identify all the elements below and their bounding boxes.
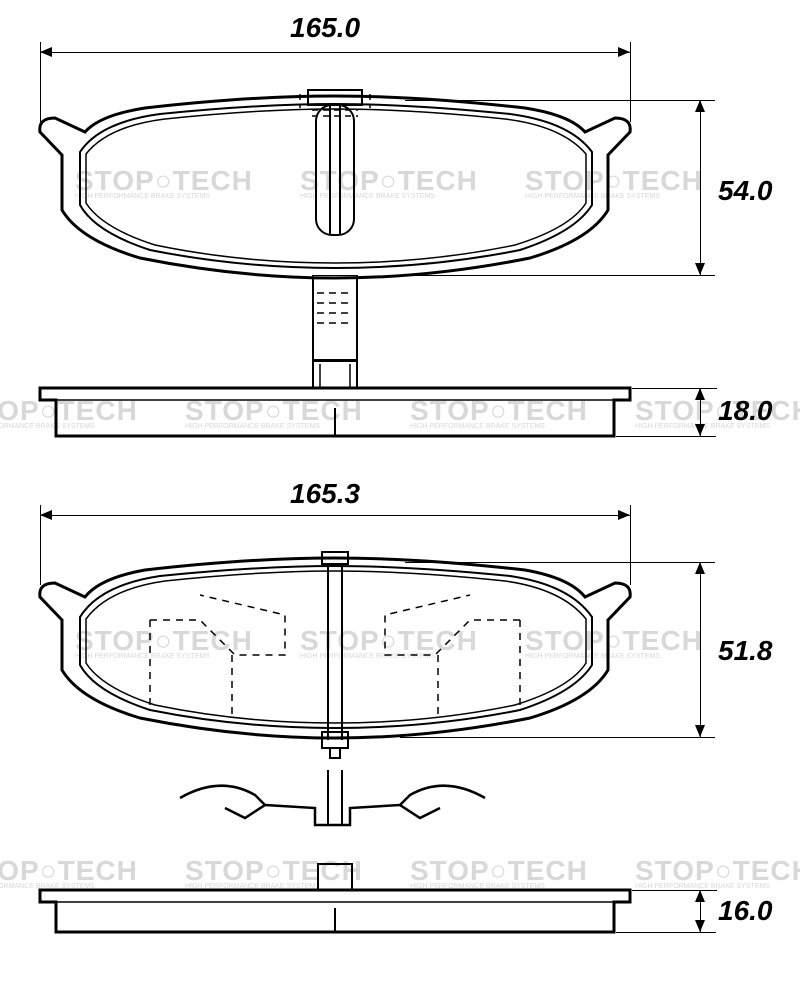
ext-line	[400, 737, 715, 738]
arrowhead-icon	[40, 47, 52, 57]
arrowhead-icon	[618, 47, 630, 57]
brake-pad-bottom-side	[0, 858, 800, 948]
arrowhead-icon	[695, 725, 705, 737]
ext-line	[632, 388, 717, 389]
ext-line	[616, 932, 716, 933]
arrowhead-icon	[695, 890, 705, 902]
ext-line	[630, 42, 631, 122]
ext-line	[405, 100, 715, 101]
arrowhead-icon	[695, 100, 705, 112]
arrowhead-icon	[695, 920, 705, 932]
ext-line	[405, 562, 715, 563]
arrowhead-icon	[695, 388, 705, 400]
wire-clip	[150, 770, 550, 840]
brake-pad-top-face	[0, 60, 800, 340]
ext-line	[400, 275, 715, 276]
arrowhead-icon	[695, 562, 705, 574]
brake-pad-top-side	[0, 358, 800, 448]
dim-bottom-height-label: 51.8	[718, 635, 773, 667]
dim-bottom-thickness-label: 16.0	[718, 895, 773, 927]
dim-top-height-label: 54.0	[718, 175, 773, 207]
dim-top-height-line	[700, 100, 701, 275]
arrowhead-icon	[695, 263, 705, 275]
ext-line	[630, 505, 631, 585]
ext-line	[40, 42, 41, 122]
dim-top-width-label: 165.0	[290, 12, 360, 44]
arrowhead-icon	[40, 510, 52, 520]
arrowhead-icon	[695, 424, 705, 436]
dim-bottom-width-line	[40, 515, 630, 516]
dim-top-width-line	[40, 52, 630, 53]
ext-line	[632, 890, 717, 891]
ext-line	[616, 436, 716, 437]
connector-top	[295, 275, 395, 365]
dim-bottom-width-label: 165.3	[290, 478, 360, 510]
dim-bottom-height-line	[700, 562, 701, 737]
ext-line	[40, 505, 41, 585]
arrowhead-icon	[618, 510, 630, 520]
dim-top-thickness-label: 18.0	[718, 395, 773, 427]
